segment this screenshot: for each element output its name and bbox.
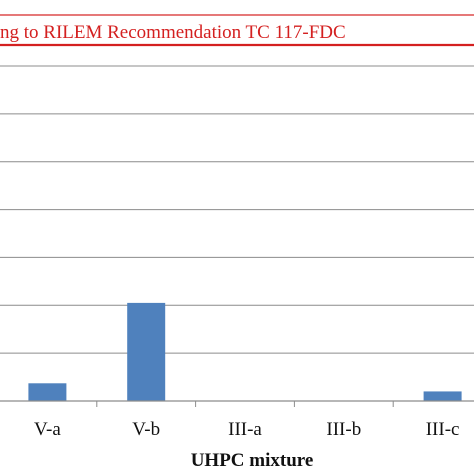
x-tick-label: III-c bbox=[426, 419, 460, 440]
x-tick-label: V-b bbox=[132, 419, 160, 440]
bar bbox=[423, 391, 462, 401]
bar bbox=[127, 302, 166, 401]
x-tick-labels: V-a V-b III-a III-b III-c bbox=[34, 419, 459, 440]
limit-label-box bbox=[0, 14, 474, 46]
x-tick-label: V-a bbox=[34, 419, 61, 440]
x-axis-ticks bbox=[96, 401, 394, 407]
x-tick-label: III-b bbox=[326, 419, 361, 440]
bars bbox=[28, 302, 462, 401]
bar bbox=[28, 383, 67, 401]
x-axis-title: UHPC mixture bbox=[191, 450, 314, 471]
gridlines bbox=[0, 65, 474, 354]
x-tick-label: III-a bbox=[228, 419, 262, 440]
limit-label: ng to RILEM Recommendation TC 117-FDC bbox=[0, 22, 346, 43]
